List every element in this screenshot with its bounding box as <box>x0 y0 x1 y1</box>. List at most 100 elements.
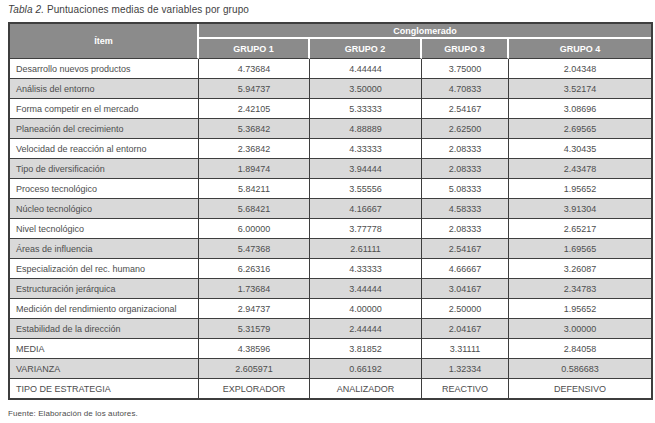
table-row: Estructuración jerárquica1.736843.444443… <box>10 279 651 299</box>
row-value: 1.32334 <box>422 359 509 379</box>
row-value: 2.605971 <box>199 359 310 379</box>
row-item-label: Análisis del entorno <box>10 79 199 99</box>
row-value: 3.52174 <box>509 79 651 99</box>
table-row: Proceso tecnológico5.842113.555565.08333… <box>10 179 651 199</box>
row-value: 6.26316 <box>199 259 310 279</box>
row-value: 0.586683 <box>509 359 651 379</box>
column-header-grupo-4: GRUPO 4 <box>509 39 651 59</box>
row-item-label: Nivel tecnológico <box>10 219 199 239</box>
row-value: 4.38596 <box>199 339 310 359</box>
row-value: REACTIVO <box>422 379 509 398</box>
row-value: 1.69565 <box>509 239 651 259</box>
column-header-grupo-2: GRUPO 2 <box>310 39 422 59</box>
row-item-label: Planeación del crecimiento <box>10 119 199 139</box>
scores-table: Ítem Conglomerado GRUPO 1 GRUPO 2 GRUPO … <box>8 22 653 400</box>
row-value: 4.73684 <box>199 59 310 79</box>
table-title: Tabla 2. Puntuaciones medias de variable… <box>8 4 249 15</box>
row-value: 5.08333 <box>422 179 509 199</box>
row-item-label: Estabilidad de la dirección <box>10 319 199 339</box>
row-value: EXPLORADOR <box>199 379 310 398</box>
table-row: Forma competir en el mercado2.421055.333… <box>10 99 651 119</box>
row-value: 5.84211 <box>199 179 310 199</box>
column-group-header-conglomerado: Conglomerado <box>199 24 651 39</box>
row-item-label: Velocidad de reacción al entorno <box>10 139 199 159</box>
row-value: 3.04167 <box>422 279 509 299</box>
row-item-label: Medición del rendimiento organizacional <box>10 299 199 319</box>
row-value: 0.66192 <box>310 359 422 379</box>
row-item-label: VARIANZA <box>10 359 199 379</box>
row-value: 3.26087 <box>509 259 651 279</box>
table-row: Tipo de diversificación1.894743.944442.0… <box>10 159 651 179</box>
source-note: Fuente: Elaboración de los autores. <box>8 409 138 418</box>
table-row: TIPO DE ESTRATEGIAEXPLORADORANALIZADORRE… <box>10 379 651 398</box>
row-value: 2.69565 <box>509 119 651 139</box>
row-value: 1.73684 <box>199 279 310 299</box>
row-item-label: Forma competir en el mercado <box>10 99 199 119</box>
table-row: Nivel tecnológico6.000003.777782.083332.… <box>10 219 651 239</box>
row-value: 2.04348 <box>509 59 651 79</box>
table-row: Núcleo tecnológico5.684214.166674.583333… <box>10 199 651 219</box>
row-value: 3.31111 <box>422 339 509 359</box>
row-value: 3.55556 <box>310 179 422 199</box>
row-value: 4.33333 <box>310 139 422 159</box>
row-value: 4.70833 <box>422 79 509 99</box>
row-value: 5.31579 <box>199 319 310 339</box>
page: Tabla 2. Puntuaciones medias de variable… <box>0 0 655 423</box>
row-item-label: Áreas de influencia <box>10 239 199 259</box>
table-row: Estabilidad de la dirección5.315792.4444… <box>10 319 651 339</box>
row-value: ANALIZADOR <box>310 379 422 398</box>
row-value: 4.66667 <box>422 259 509 279</box>
row-item-label: Desarrollo nuevos productos <box>10 59 199 79</box>
row-item-label: Núcleo tecnológico <box>10 199 199 219</box>
row-value: 1.95652 <box>509 299 651 319</box>
row-value: 3.08696 <box>509 99 651 119</box>
row-value: 2.08333 <box>422 219 509 239</box>
row-value: 2.61111 <box>310 239 422 259</box>
row-value: 4.88889 <box>310 119 422 139</box>
row-value: 5.68421 <box>199 199 310 219</box>
column-header-grupo-3: GRUPO 3 <box>422 39 509 59</box>
row-value: 4.44444 <box>310 59 422 79</box>
table-row: Planeación del crecimiento5.368424.88889… <box>10 119 651 139</box>
row-value: 2.50000 <box>422 299 509 319</box>
row-value: 2.54167 <box>422 99 509 119</box>
row-value: 2.42105 <box>199 99 310 119</box>
row-value: DEFENSIVO <box>509 379 651 398</box>
table-header: Ítem Conglomerado GRUPO 1 GRUPO 2 GRUPO … <box>10 24 651 59</box>
row-value: 2.94737 <box>199 299 310 319</box>
row-value: 2.43478 <box>509 159 651 179</box>
table-row: Especialización del rec. humano6.263164.… <box>10 259 651 279</box>
row-value: 1.89474 <box>199 159 310 179</box>
row-value: 3.44444 <box>310 279 422 299</box>
row-item-label: TIPO DE ESTRATEGIA <box>10 379 199 398</box>
row-value: 5.47368 <box>199 239 310 259</box>
table-row: Velocidad de reacción al entorno2.368424… <box>10 139 651 159</box>
row-value: 3.00000 <box>509 319 651 339</box>
row-value: 2.54167 <box>422 239 509 259</box>
column-header-item: Ítem <box>10 24 199 59</box>
table-row: Análisis del entorno5.947373.500004.7083… <box>10 79 651 99</box>
row-item-label: Especialización del rec. humano <box>10 259 199 279</box>
table-body: Desarrollo nuevos productos4.736844.4444… <box>10 59 651 398</box>
row-value: 3.91304 <box>509 199 651 219</box>
row-value: 2.36842 <box>199 139 310 159</box>
row-item-label: Tipo de diversificación <box>10 159 199 179</box>
row-value: 2.04167 <box>422 319 509 339</box>
table-row: Áreas de influencia5.473682.611112.54167… <box>10 239 651 259</box>
row-value: 2.65217 <box>509 219 651 239</box>
table-row: Medición del rendimiento organizacional2… <box>10 299 651 319</box>
row-value: 4.16667 <box>310 199 422 219</box>
row-value: 3.77778 <box>310 219 422 239</box>
row-value: 4.58333 <box>422 199 509 219</box>
row-value: 3.50000 <box>310 79 422 99</box>
row-value: 2.84058 <box>509 339 651 359</box>
table-title-text: Puntuaciones medias de variables por gru… <box>44 4 249 15</box>
row-value: 2.34783 <box>509 279 651 299</box>
row-value: 2.62500 <box>422 119 509 139</box>
row-value: 5.36842 <box>199 119 310 139</box>
column-header-grupo-1: GRUPO 1 <box>199 39 310 59</box>
row-value: 4.33333 <box>310 259 422 279</box>
row-value: 4.00000 <box>310 299 422 319</box>
row-item-label: MEDIA <box>10 339 199 359</box>
table-row: Desarrollo nuevos productos4.736844.4444… <box>10 59 651 79</box>
